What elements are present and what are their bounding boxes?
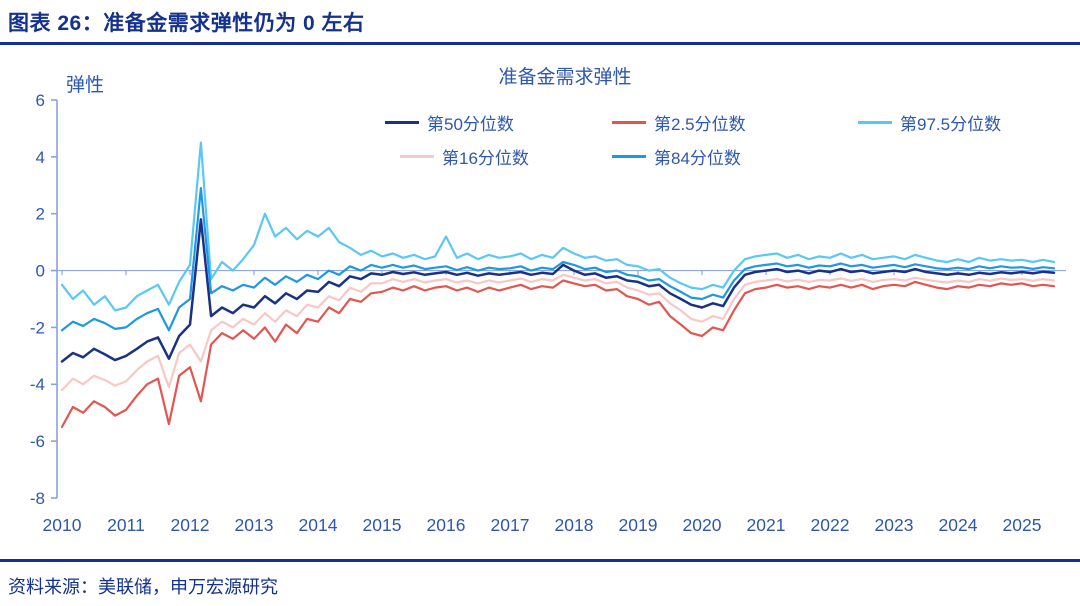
x-tick-label: 2010 bbox=[43, 515, 82, 535]
x-tick-label: 2015 bbox=[363, 515, 402, 535]
y-tick-label: -4 bbox=[30, 375, 45, 394]
legend-item: 第50分位数 bbox=[385, 110, 514, 134]
legend: 第50分位数 第2.5分位数 第97.5分位数第16分位数 第84分位数 bbox=[0, 110, 1080, 180]
legend-label: 第84分位数 bbox=[654, 148, 741, 168]
source-note: 资料来源：美联储，申万宏源研究 bbox=[8, 577, 278, 597]
y-tick-label: -2 bbox=[30, 318, 45, 337]
x-tick-label: 2014 bbox=[299, 515, 338, 535]
y-tick-label: -8 bbox=[30, 489, 45, 508]
x-tick-label: 2017 bbox=[491, 515, 530, 535]
figure-title: 图表 26：准备金需求弹性仍为 0 左右 bbox=[8, 12, 365, 35]
y-tick-label: 6 bbox=[36, 91, 45, 110]
legend-item: 第84分位数 bbox=[612, 144, 741, 168]
x-tick-label: 2022 bbox=[811, 515, 850, 535]
x-tick-label: 2013 bbox=[235, 515, 274, 535]
y-tick-label: 0 bbox=[36, 262, 45, 281]
x-tick-label: 2021 bbox=[747, 515, 786, 535]
legend-item: 第97.5分位数 bbox=[858, 110, 1001, 134]
x-tick-label: 2019 bbox=[619, 515, 658, 535]
y-tick-label: -6 bbox=[30, 432, 45, 451]
x-tick-label: 2024 bbox=[939, 515, 978, 535]
x-tick-label: 2023 bbox=[875, 515, 914, 535]
series-line-第16分位数 bbox=[60, 273, 1056, 392]
legend-label: 第50分位数 bbox=[427, 114, 514, 134]
y-tick-label: 2 bbox=[36, 205, 45, 224]
series-line-第84分位数 bbox=[60, 187, 1056, 332]
series-line-第50分位数 bbox=[60, 218, 1056, 363]
x-tick-label: 2011 bbox=[107, 515, 145, 535]
y-tick-label: 4 bbox=[36, 148, 45, 167]
legend-label: 第16分位数 bbox=[442, 148, 529, 168]
x-tick-label: 2012 bbox=[171, 515, 210, 535]
chart-title: 准备金需求弹性 bbox=[498, 67, 632, 88]
legend-swatch-icon bbox=[612, 154, 646, 158]
legend-swatch-icon bbox=[612, 120, 646, 124]
x-tick-label: 2025 bbox=[1003, 515, 1042, 535]
legend-swatch-icon bbox=[385, 120, 419, 124]
figure-header: 图表 26：准备金需求弹性仍为 0 左右 bbox=[0, 0, 1080, 45]
legend-swatch-icon bbox=[858, 120, 892, 124]
series-line-第97.5分位数 bbox=[60, 141, 1056, 312]
legend-label: 第97.5分位数 bbox=[900, 114, 1002, 134]
footer-divider bbox=[0, 559, 1080, 562]
series-line-第2.5分位数 bbox=[60, 279, 1056, 428]
legend-swatch-icon bbox=[400, 154, 434, 158]
x-tick-label: 2016 bbox=[427, 515, 466, 535]
legend-label: 第2.5分位数 bbox=[654, 114, 746, 134]
y-axis-title: 弹性 bbox=[66, 75, 105, 96]
line-chart: 6 4 2 0 -2 -4 -6 -8 2010 2011 2012 2013 2014 2015 2016… bbox=[30, 91, 1066, 535]
legend-item: 第16分位数 bbox=[400, 144, 529, 168]
x-tick-label: 2020 bbox=[683, 515, 722, 535]
legend-item: 第2.5分位数 bbox=[612, 110, 746, 134]
x-tick-label: 2018 bbox=[555, 515, 594, 535]
